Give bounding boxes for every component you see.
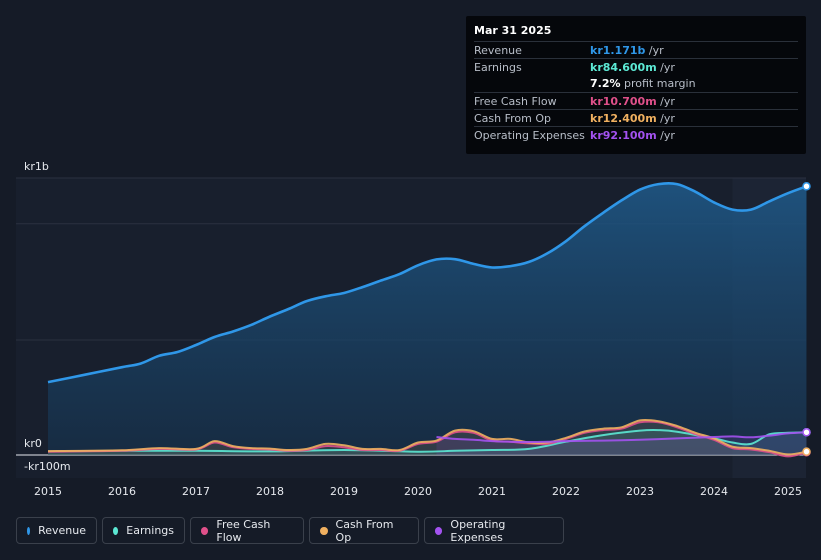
tooltip-value: kr10.700m /yr — [590, 95, 675, 108]
legend-dot-icon — [113, 526, 119, 535]
x-tick-label: 2018 — [256, 485, 284, 498]
revenue-line — [47, 181, 807, 384]
legend-item-earnings[interactable]: Earnings — [102, 517, 185, 544]
legend-dot-icon — [320, 526, 328, 535]
tooltip-row-revenue: Revenue kr1.171b /yr — [474, 41, 798, 59]
tooltip-value: kr12.400m /yr — [590, 112, 675, 125]
tooltip-label: Earnings — [474, 61, 522, 74]
x-tick-label: 2021 — [478, 485, 506, 498]
legend-label: Operating Expenses — [450, 517, 506, 544]
legend-label: Free Cash Flow — [216, 517, 271, 544]
operating-expenses-end-point — [802, 428, 811, 437]
legend-item-revenue[interactable]: Revenue — [16, 517, 97, 544]
x-tick-label: 2024 — [700, 485, 728, 498]
legend-label: Earnings — [126, 524, 174, 537]
tooltip-row-fcf: Free Cash Flow kr10.700m /yr — [474, 92, 798, 110]
tooltip-value: 7.2% profit margin — [590, 77, 696, 90]
revenue-end-point — [802, 182, 811, 191]
tooltip-row-earnings: Earnings kr84.600m /yr — [474, 58, 798, 76]
tooltip-value: kr92.100m /yr — [590, 129, 675, 142]
revenue-area — [48, 183, 807, 455]
tooltip-row-cfo: Cash From Op kr12.400m /yr — [474, 109, 798, 127]
cash-from-op-line — [47, 418, 807, 456]
y-label-bottom: -kr100m — [24, 460, 71, 473]
y-label-top: kr1b — [24, 160, 49, 173]
legend-dot-icon — [201, 526, 209, 535]
x-tick-label: 2019 — [330, 485, 358, 498]
cash-from-op-end-point — [802, 447, 811, 456]
tooltip-value: kr1.171b /yr — [590, 44, 664, 57]
tooltip-date: Mar 31 2025 — [474, 24, 552, 37]
legend-item-cash-from-op[interactable]: Cash From Op — [309, 517, 419, 544]
legend-dot-icon — [435, 526, 443, 535]
legend-item-operating-expenses[interactable]: Operating Expenses — [424, 517, 564, 544]
legend-item-free-cash-flow[interactable]: Free Cash Flow — [190, 517, 304, 544]
tooltip-label: Revenue — [474, 44, 522, 57]
x-tick-label: 2025 — [774, 485, 802, 498]
earnings-area — [48, 429, 807, 455]
tooltip-row-opex: Operating Expenses kr92.100m /yr — [474, 126, 798, 144]
legend-label: Cash From Op — [335, 517, 394, 544]
tooltip-row-margin: 7.2% profit margin — [474, 75, 798, 92]
tooltip-label: Operating Expenses — [474, 129, 585, 142]
tooltip-panel: Mar 31 2025 Revenue kr1.171b /yr Earning… — [466, 16, 806, 154]
operating-expenses-line — [436, 431, 807, 443]
y-label-zero: kr0 — [24, 437, 42, 450]
x-tick-label: 2023 — [626, 485, 654, 498]
legend-dot-icon — [27, 526, 31, 535]
x-tick-label: 2017 — [182, 485, 210, 498]
x-tick-label: 2020 — [404, 485, 432, 498]
x-tick-label: 2016 — [108, 485, 136, 498]
tooltip-label: Cash From Op — [474, 112, 552, 125]
tooltip-value: kr84.600m /yr — [590, 61, 675, 74]
tooltip-label: Free Cash Flow — [474, 95, 557, 108]
x-tick-label: 2022 — [552, 485, 580, 498]
legend-label: Revenue — [38, 524, 86, 537]
x-tick-label: 2015 — [34, 485, 62, 498]
